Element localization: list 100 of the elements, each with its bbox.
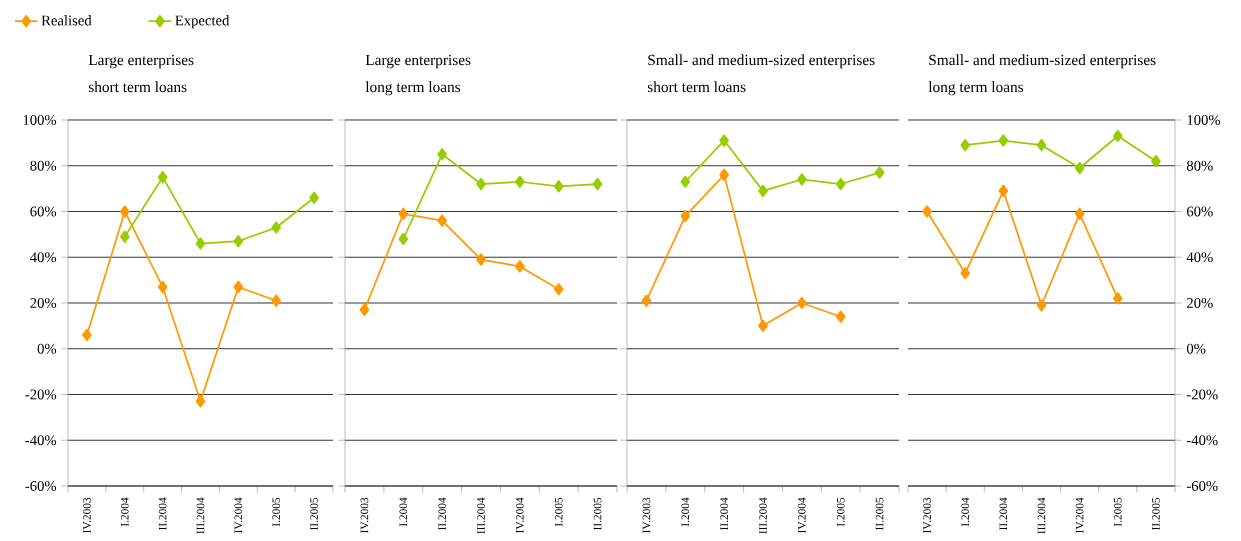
x-tick-label: IV.2004	[516, 497, 524, 533]
y2-tick-label: -60%	[1186, 481, 1218, 491]
y-tick-label: 20%	[30, 298, 57, 308]
x-tick-label: II.2004	[438, 497, 447, 530]
x-tick-label: IV.2003	[83, 497, 91, 533]
point	[309, 191, 319, 204]
point	[157, 280, 168, 294]
x-tick-label: IV.2004	[798, 497, 806, 533]
point	[515, 260, 525, 273]
point	[398, 232, 409, 246]
point	[719, 134, 730, 147]
point	[641, 294, 652, 307]
y2-tick-label: 80%	[1186, 160, 1213, 171]
x-tick-label: I.2005	[1113, 497, 1122, 527]
x-tick-label: II.2004	[720, 497, 729, 530]
y2-tick-label: 100%	[1187, 115, 1221, 125]
x-tick-label: I.2004	[961, 497, 970, 527]
y-tick-label: -40%	[25, 435, 57, 446]
chart-subtitle: short term loans	[647, 81, 746, 93]
chart-title: Small- and medium-sized enterprises	[929, 54, 1156, 69]
point	[437, 148, 448, 161]
point	[1151, 154, 1161, 168]
x-tick-label: I.2004	[399, 497, 408, 527]
y-tick-label: 80%	[30, 160, 57, 171]
legend-label: Expected	[175, 15, 230, 29]
point	[476, 177, 486, 191]
point	[82, 328, 92, 342]
point	[1074, 207, 1085, 220]
point	[796, 296, 807, 310]
point	[195, 237, 206, 250]
y2-tick-label: -40%	[1186, 435, 1218, 446]
point	[271, 221, 282, 234]
point	[195, 395, 206, 408]
point	[998, 134, 1009, 147]
point	[680, 175, 691, 188]
y-tick-label: 100%	[23, 115, 57, 125]
point	[758, 184, 768, 198]
x-tick-label: I.2004	[681, 497, 690, 527]
chart-title: Large enterprises	[365, 54, 471, 69]
chart-subtitle: long term loans	[928, 81, 1024, 96]
x-tick-label: I.2004	[120, 497, 129, 527]
point	[359, 303, 370, 317]
point	[1074, 161, 1085, 175]
point	[553, 283, 564, 296]
chart-subtitle: short term loans	[88, 81, 187, 93]
x-tick-label: I.2005	[836, 497, 845, 527]
x-tick-label: IV.2003	[642, 497, 651, 533]
x-tick-label: IV.2004	[234, 497, 243, 533]
point	[398, 207, 409, 220]
point	[874, 166, 885, 179]
point	[119, 205, 130, 218]
point	[437, 214, 448, 227]
legend-label: Realised	[41, 15, 92, 26]
point	[835, 310, 846, 323]
x-tick-label: III.2004	[477, 497, 485, 534]
point	[476, 253, 486, 266]
point	[960, 138, 971, 152]
x-tick-label: I.2005	[272, 497, 281, 527]
point	[271, 294, 282, 307]
y-tick-label: 0%	[37, 343, 57, 354]
y-tick-label: -20%	[25, 389, 57, 400]
y-tick-label: -60%	[25, 481, 57, 491]
x-tick-label: IV.2003	[360, 497, 369, 533]
x-tick-label: II.2004	[999, 497, 1008, 530]
chart-subtitle: long term loans	[365, 81, 461, 96]
point	[1112, 292, 1123, 305]
point	[1036, 299, 1047, 312]
x-tick-label: II.2005	[1152, 497, 1160, 530]
x-tick-label: III.2004	[759, 497, 767, 534]
y2-tick-label: -20%	[1186, 389, 1218, 400]
x-tick-label: II.2005	[593, 497, 602, 530]
point	[233, 235, 244, 248]
point	[960, 267, 971, 280]
x-tick-label: IV.2003	[923, 497, 931, 533]
point	[1112, 129, 1123, 143]
x-tick-label: II.2005	[875, 497, 884, 530]
x-tick-label: II.2005	[310, 497, 318, 530]
point	[592, 177, 603, 191]
point	[835, 177, 846, 191]
x-tick-label: III.2004	[196, 497, 205, 534]
x-tick-label: II.2004	[158, 497, 167, 530]
chart-title: Large enterprises	[88, 54, 194, 69]
y2-tick-label: 0%	[1186, 343, 1206, 354]
x-tick-label: IV.2004	[1075, 497, 1084, 533]
point	[922, 205, 932, 218]
point	[119, 230, 130, 243]
y2-tick-label: 20%	[1187, 298, 1213, 308]
y2-tick-label: 60%	[1187, 206, 1213, 217]
x-tick-label: I.2005	[554, 497, 563, 527]
chart-title: Small- and medium-sized enterprises	[648, 54, 875, 69]
x-tick-label: III.2004	[1037, 497, 1046, 534]
point	[553, 180, 564, 193]
point	[515, 175, 525, 188]
point	[157, 170, 168, 184]
point	[998, 184, 1009, 198]
point	[796, 173, 807, 186]
point	[233, 280, 244, 294]
point	[719, 168, 730, 182]
point	[758, 319, 768, 333]
y-tick-label: 40%	[30, 252, 57, 263]
